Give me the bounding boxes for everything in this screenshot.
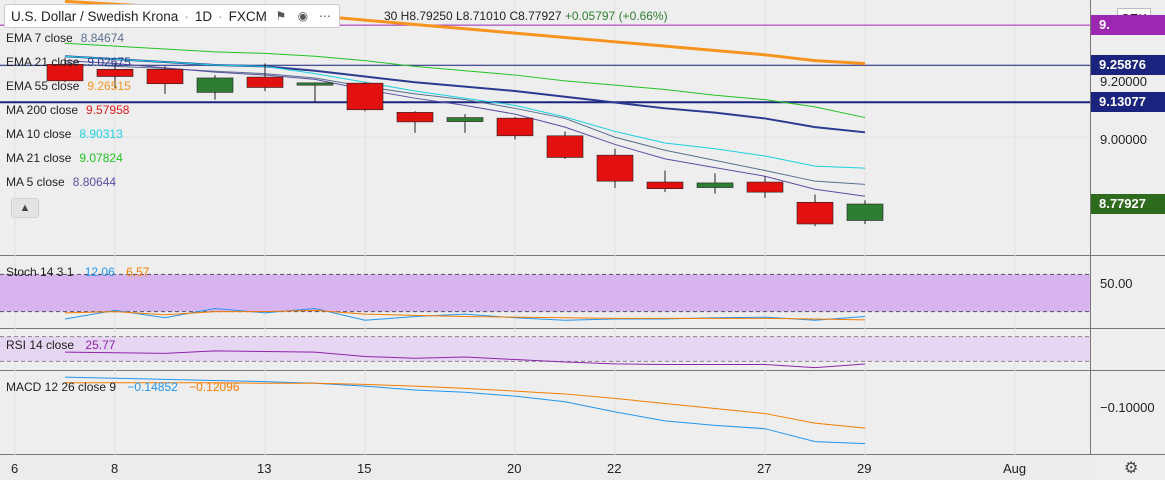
ohlc-readout: 30 H8.79250 L8.71010 C8.77927 +0.05797 (…	[384, 9, 668, 23]
panel-dividers	[0, 0, 1165, 455]
legend-value: 8.80644	[72, 175, 117, 189]
legend-label: EMA 7 close	[6, 31, 73, 45]
date-label: 29	[857, 461, 872, 476]
ohlc-values: 30 H8.79250 L8.71010 C8.77927	[384, 9, 562, 23]
date-label: 13	[257, 461, 272, 476]
legend-row: MA 200 close 9.57958	[6, 102, 129, 118]
price-tag: 9.13077	[1091, 92, 1165, 113]
rsi-line	[64, 350, 866, 369]
macd-value: −0.14852	[127, 380, 178, 394]
macd-legend: MACD 12 26 close 9 −0.14852 −0.12096	[6, 379, 240, 395]
legend-value: 9.02675	[87, 55, 131, 69]
candles[interactable]	[46, 57, 884, 227]
more-icon[interactable]: ⋯	[318, 9, 331, 23]
legend-row: EMA 7 close 8.84674	[6, 30, 124, 46]
stoch-label: Stoch 14 3 1	[6, 265, 74, 279]
macd-line	[65, 382, 866, 429]
candle-body[interactable]	[346, 82, 384, 111]
date-label: 15	[357, 461, 372, 476]
stoch-band	[0, 273, 1090, 313]
rsi-legend: RSI 14 close 25.77	[6, 337, 115, 353]
legend-value: 9.07824	[79, 151, 123, 165]
stoch-k-value: 12.06	[84, 265, 115, 279]
eye-icon[interactable]: ◉	[297, 9, 309, 23]
legend-row: MA 10 close 8.90313	[6, 126, 123, 142]
stoch-line	[64, 307, 866, 321]
legend-label: MA 200 close	[6, 103, 79, 117]
candle-body[interactable]	[96, 68, 134, 77]
price-axis-label: 9.00000	[1100, 132, 1147, 148]
price-tag: 8.77927	[1091, 193, 1165, 214]
legend-label: MA 10 close	[6, 127, 72, 141]
legend-row: MA 5 close 8.80644	[6, 174, 116, 190]
candle-body[interactable]	[646, 181, 684, 189]
rsi-band	[0, 336, 1090, 362]
ma-line	[64, 55, 866, 169]
candle-body[interactable]	[246, 76, 284, 88]
price-tag: 9.	[1091, 15, 1165, 36]
candle-body[interactable]	[596, 154, 634, 182]
candle-body[interactable]	[46, 64, 84, 82]
ma-line	[64, 42, 866, 119]
stoch-axis-label: 50.00	[1100, 276, 1133, 291]
date-label: 20	[507, 461, 522, 476]
price-axis-label: 9.20000	[1100, 74, 1147, 90]
candle-body[interactable]	[696, 182, 734, 188]
date-label: 6	[11, 461, 19, 476]
rsi-label: RSI 14 close	[6, 338, 75, 352]
legend-row: MA 21 close 9.07824	[6, 150, 123, 166]
ma-line	[64, 60, 866, 197]
candle-body[interactable]	[496, 117, 534, 137]
date-label: Aug	[1003, 461, 1027, 476]
candle-body[interactable]	[796, 201, 834, 225]
rsi-band-fill	[0, 336, 1090, 362]
candle-body[interactable]	[446, 117, 484, 122]
gear-icon[interactable]: ⚙	[1124, 460, 1139, 477]
price-tag: 9.25876	[1091, 55, 1165, 76]
legend-value: 9.26515	[87, 79, 131, 93]
candle-body[interactable]	[746, 181, 784, 193]
candle-body[interactable]	[146, 68, 184, 85]
legend-label: MA 5 close	[6, 175, 65, 189]
title-separator: ·	[184, 8, 189, 24]
legend-row: EMA 55 close 9.26515	[6, 78, 131, 94]
candle-body[interactable]	[396, 112, 434, 123]
chevron-up-icon[interactable]: ▲	[11, 198, 39, 218]
date-label: 8	[111, 461, 119, 476]
interval-label[interactable]: 1D	[194, 8, 213, 24]
candle-body[interactable]	[296, 82, 334, 86]
candle-body[interactable]	[196, 77, 234, 93]
grid-lines	[0, 0, 1090, 455]
legend-row: EMA 21 close 9.02675	[6, 54, 131, 70]
indicator-lines	[64, 307, 866, 445]
stoch-line	[64, 309, 866, 321]
macd-label: MACD 12 26 close 9	[6, 380, 117, 394]
stoch-d-value: 6.57	[126, 265, 150, 279]
price-change: +0.05797 (+0.66%)	[564, 9, 668, 23]
flag-icon[interactable]: ⚑	[275, 9, 287, 23]
date-label: 27	[757, 461, 772, 476]
symbol-title[interactable]: U.S. Dollar / Swedish Krona	[11, 8, 179, 24]
legend-label: MA 21 close	[6, 151, 72, 165]
rsi-value: 25.77	[85, 338, 116, 352]
source-label: FXCM	[228, 8, 267, 24]
legend-value: 9.57958	[86, 103, 130, 117]
legend-value: 8.90313	[79, 127, 123, 141]
legend-label: EMA 21 close	[6, 55, 80, 69]
candle-body[interactable]	[846, 203, 884, 221]
macd-axis-label: −0.10000	[1100, 400, 1155, 415]
legend-value: 8.84674	[80, 31, 125, 45]
title-separator: ·	[218, 8, 223, 24]
legend-label: EMA 55 close	[6, 79, 80, 93]
stoch-legend: Stoch 14 3 1 12.06 6.57	[6, 264, 149, 280]
candle-body[interactable]	[546, 135, 584, 158]
symbol-title-bar[interactable]: U.S. Dollar / Swedish Krona · 1D · FXCM …	[4, 4, 340, 28]
stoch-band-fill	[0, 274, 1090, 312]
date-label: 22	[607, 461, 622, 476]
macd-line	[64, 376, 866, 445]
macd-signal-value: −0.12096	[189, 380, 240, 394]
